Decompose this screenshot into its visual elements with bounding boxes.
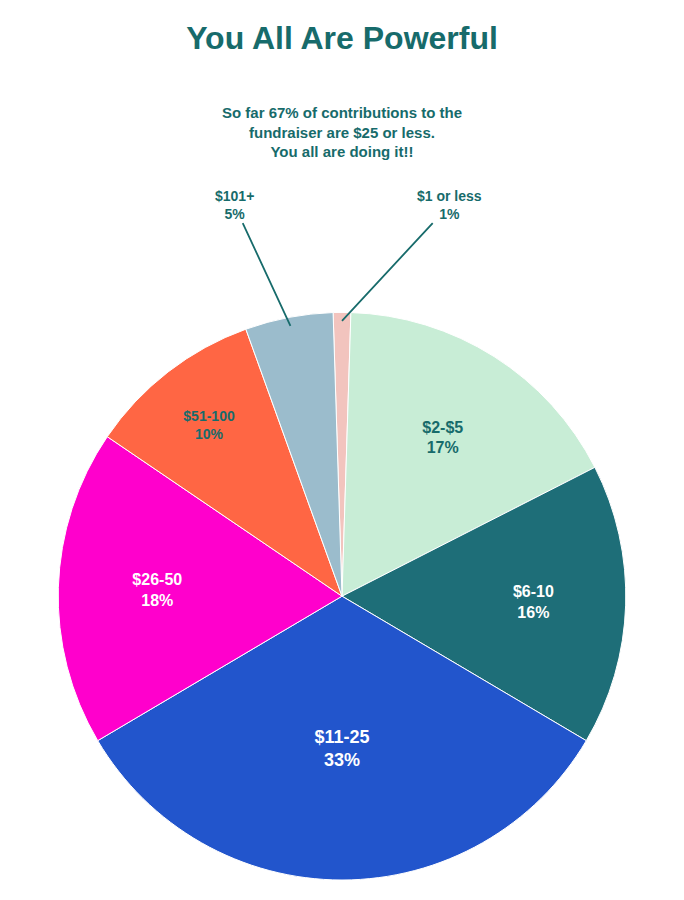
svg-text:So far 67% of contributions to: So far 67% of contributions to thefundra… — [222, 104, 462, 160]
svg-text:$1 or less1%: $1 or less1% — [417, 188, 482, 222]
svg-text:$11-2533%: $11-2533% — [314, 727, 369, 770]
svg-text:$26-5018%: $26-5018% — [132, 571, 182, 609]
svg-text:You All Are Powerful: You All Are Powerful — [186, 20, 498, 56]
svg-text:$51-10010%: $51-10010% — [183, 408, 235, 442]
svg-text:$101+5%: $101+5% — [215, 188, 254, 222]
svg-text:$2-$517%: $2-$517% — [422, 419, 463, 457]
svg-text:$6-1016%: $6-1016% — [513, 583, 554, 621]
